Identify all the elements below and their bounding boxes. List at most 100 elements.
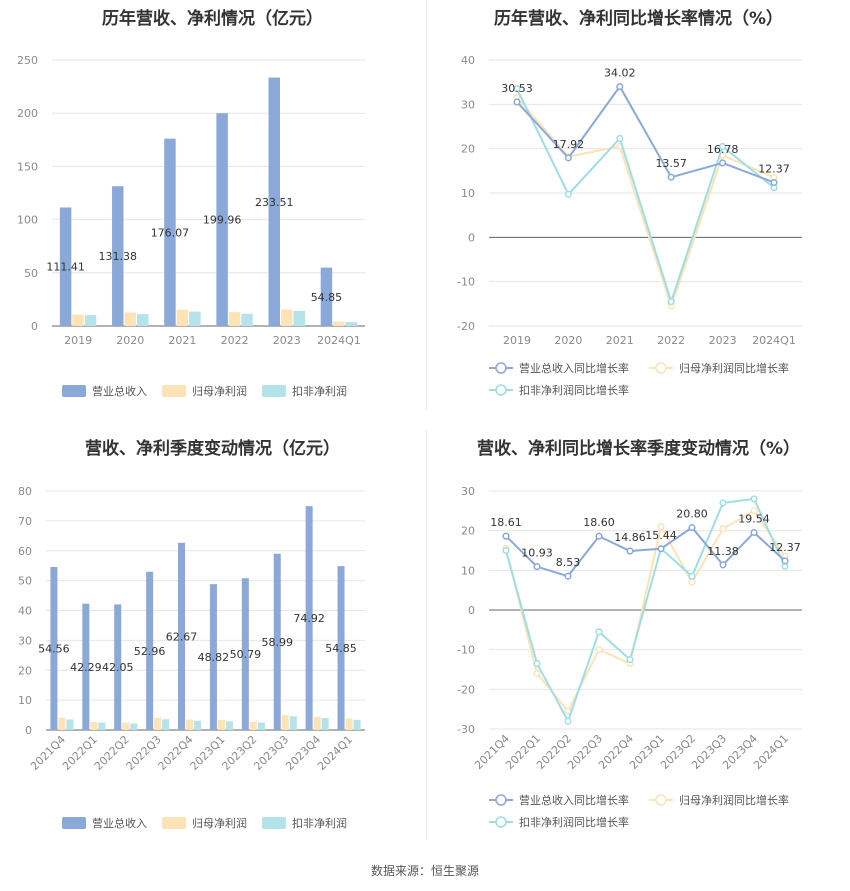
x-tick-label: 2022 xyxy=(657,334,685,347)
data-point xyxy=(688,523,696,532)
y-tick-label: 200 xyxy=(17,107,38,120)
data-point xyxy=(667,298,675,306)
panel-divider-top xyxy=(426,0,427,410)
x-tick-label: 2021 xyxy=(606,334,634,347)
y-tick-label: 10 xyxy=(18,694,32,707)
data-label: 48.82 xyxy=(198,651,230,664)
bar-net-deduct xyxy=(353,719,361,730)
bar-revenue xyxy=(216,113,228,327)
bar-net-deduct xyxy=(225,721,233,730)
data-label: 18.61 xyxy=(490,516,522,529)
bar-revenue xyxy=(146,571,154,730)
legend-swatch xyxy=(262,817,286,829)
data-point xyxy=(667,173,675,181)
bar-net-parent xyxy=(186,719,194,730)
x-tick-label: 2024Q1 xyxy=(317,334,361,347)
data-label: 8.53 xyxy=(556,556,581,569)
legend-swatch xyxy=(162,817,186,829)
data-label: 54.85 xyxy=(325,642,357,655)
data-point xyxy=(750,495,758,503)
bar-net-parent xyxy=(176,309,189,326)
y-tick-label: 20 xyxy=(18,664,32,677)
bar-net-parent xyxy=(217,720,225,730)
chart-title: 营收、净利同比增长率季度变动情况（%） xyxy=(476,439,801,459)
bar-net-parent xyxy=(122,722,130,730)
data-point xyxy=(626,656,634,664)
bar-revenue xyxy=(268,77,281,327)
bar-net-parent xyxy=(249,721,257,730)
bar-revenue xyxy=(82,603,90,730)
data-label: 30.53 xyxy=(501,82,533,95)
legend-label: 营业总收入同比增长率 xyxy=(519,361,629,375)
bar-net-parent xyxy=(281,309,293,326)
x-tick-label: 2023 xyxy=(273,334,301,347)
x-tick-label: 2019 xyxy=(64,334,92,347)
y-tick-label: 30 xyxy=(18,634,32,647)
data-point xyxy=(719,499,727,507)
series-line xyxy=(505,526,786,578)
legend-label: 扣非净利润同比增长率 xyxy=(519,815,629,829)
data-label: 17.92 xyxy=(553,138,585,151)
bar-net-parent xyxy=(124,312,136,326)
bar-net-deduct xyxy=(130,723,138,730)
bar-revenue xyxy=(59,207,72,326)
bar-net-parent xyxy=(90,721,98,730)
legend-marker xyxy=(495,816,507,828)
data-point xyxy=(564,572,572,580)
legend-swatch xyxy=(262,385,286,397)
bar-net-deduct xyxy=(289,716,297,730)
y-tick-label: 250 xyxy=(17,54,38,67)
bar-net-deduct xyxy=(189,311,201,326)
bar-revenue xyxy=(337,566,345,730)
bar-revenue xyxy=(50,567,58,730)
legend-label: 营业总收入 xyxy=(92,384,147,398)
chart-title: 营收、净利季度变动情况（亿元） xyxy=(85,439,340,459)
data-label: 11.38 xyxy=(707,545,739,558)
data-label: 34.02 xyxy=(604,67,636,80)
legend-label: 营业总收入 xyxy=(92,816,147,830)
data-point xyxy=(616,134,624,143)
legend-label: 扣非净利润同比增长率 xyxy=(519,383,629,397)
data-label: 12.37 xyxy=(769,541,801,554)
y-tick-label: 10 xyxy=(461,564,475,577)
chart-title: 历年营收、净利情况（亿元） xyxy=(102,9,323,29)
y-tick-label: 30 xyxy=(461,485,475,498)
legend-marker xyxy=(495,384,507,396)
data-point xyxy=(533,563,541,571)
legend-marker xyxy=(495,362,507,374)
legend-label: 归母净利润同比增长率 xyxy=(679,361,789,375)
data-label: 12.37 xyxy=(758,162,790,175)
bar-net-deduct xyxy=(84,315,97,326)
bar-net-deduct xyxy=(321,718,329,730)
y-tick-label: 20 xyxy=(461,143,475,156)
y-tick-label: -30 xyxy=(457,723,475,736)
data-point xyxy=(781,557,789,565)
data-point xyxy=(564,154,572,162)
bar-net-deduct xyxy=(98,722,106,730)
y-tick-label: 80 xyxy=(18,485,32,498)
x-tick-label: 2020 xyxy=(554,334,582,347)
data-point xyxy=(502,546,510,555)
annual-growth-line-chart: -20 -10 0 10 20 30 40 2019 2020 2021 2022 2023 2024Q… xyxy=(457,54,802,397)
y-tick-label: 40 xyxy=(18,605,32,618)
legend-swatch xyxy=(62,385,86,397)
legend-marker xyxy=(655,362,667,374)
data-point xyxy=(626,547,634,555)
bar-revenue xyxy=(241,578,249,730)
data-label: 54.56 xyxy=(38,643,70,656)
bar-net-deduct xyxy=(136,314,149,326)
bar-net-parent xyxy=(281,715,289,730)
y-tick-label: 0 xyxy=(25,724,32,737)
data-label: 74.92 xyxy=(293,612,325,625)
x-tick-label: 2024Q1 xyxy=(751,732,791,772)
panel-divider-bottom xyxy=(426,430,427,840)
data-point xyxy=(595,646,603,654)
bar-net-deduct xyxy=(293,310,305,326)
data-point xyxy=(564,190,572,198)
data-source-note: 数据来源：恒生聚源 xyxy=(370,864,479,878)
bar-net-deduct xyxy=(162,719,170,730)
chart-panel-annual-revenue: 历年营收、净利情况（亿元） 0 50 100 150 200 250 2019 2020 202… xyxy=(0,0,425,410)
y-tick-label: 150 xyxy=(17,160,38,173)
y-tick-label: 20 xyxy=(461,525,475,538)
data-point xyxy=(750,528,758,537)
